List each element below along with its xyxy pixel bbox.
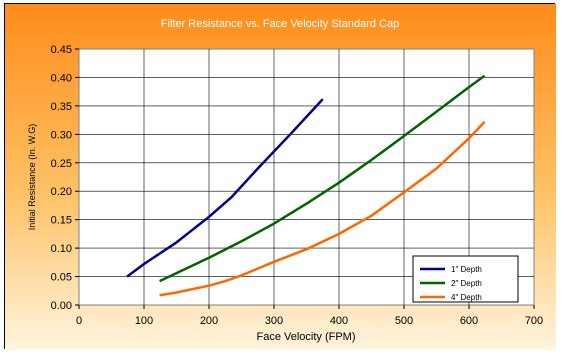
y-tick-label: 0.00	[51, 300, 72, 312]
x-tick-label: 700	[525, 315, 543, 327]
x-tick-label: 400	[330, 315, 348, 327]
y-axis-title: Initial Resistance (In. W.G)	[27, 124, 37, 231]
chart-frame: 0 100 200 300 400 500 600 700 0.00 0.05 0.10 0.15 0.…	[4, 3, 556, 350]
chart-title: Filter Resistance vs. Face Velocity Stan…	[161, 18, 399, 30]
legend-label-2: 2" Depth	[451, 279, 482, 288]
y-tick-label: 0.40	[51, 72, 72, 84]
line-chart: 0 100 200 300 400 500 600 700 0.00 0.05 0.10 0.15 0.…	[5, 4, 556, 350]
x-tick-label: 600	[460, 315, 478, 327]
legend-label-1: 1" Depth	[451, 265, 482, 274]
series-group	[126, 74, 486, 297]
legend-box	[412, 255, 519, 303]
x-tick-label: 300	[265, 315, 283, 327]
x-tick-label: 200	[200, 315, 218, 327]
legend: 1" Depth 2" Depth 4" Depth	[412, 255, 519, 303]
y-tick-label: 0.05	[51, 272, 72, 284]
y-tick-label: 0.15	[51, 215, 72, 227]
y-tick-label: 0.35	[51, 101, 72, 113]
x-tick-label: 100	[135, 315, 153, 327]
x-tick-label: 500	[395, 315, 413, 327]
tick-labels: 0 100 200 300 400 500 600 700 0.00 0.05 0.10 0.15 0.…	[51, 44, 544, 327]
y-tick-label: 0.10	[51, 243, 72, 255]
x-axis-title: Face Velocity (FPM)	[256, 331, 355, 343]
series-line-3	[159, 120, 486, 297]
series-line-2	[159, 74, 486, 283]
y-tick-label: 0.20	[51, 186, 72, 198]
legend-label-3: 4" Depth	[451, 293, 482, 302]
y-tick-label: 0.30	[51, 129, 72, 141]
series-line-1	[126, 98, 324, 278]
y-tick-label: 0.25	[51, 158, 72, 170]
y-tick-label: 0.45	[51, 44, 72, 56]
x-tick-label: 0	[76, 315, 82, 327]
